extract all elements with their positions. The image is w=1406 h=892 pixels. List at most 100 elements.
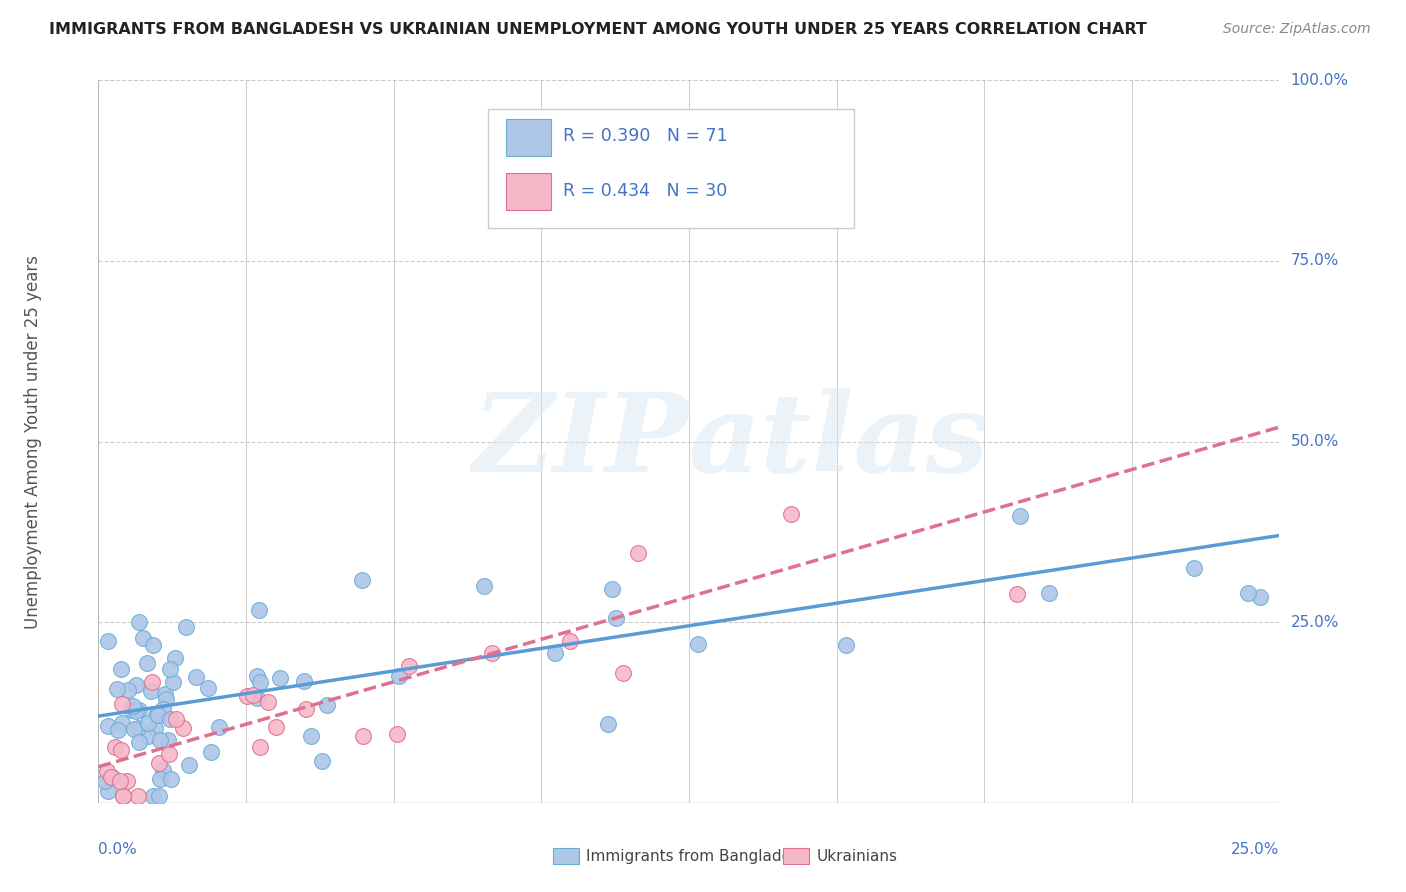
Point [148, 789, 170, 803]
Point [101, 770, 124, 784]
Point [100, 770, 122, 784]
Point [472, 579, 495, 593]
Point [162, 674, 184, 689]
Point [136, 657, 159, 671]
Point [246, 691, 269, 706]
Point [146, 708, 169, 723]
Point [159, 712, 181, 726]
FancyBboxPatch shape [506, 173, 551, 211]
FancyBboxPatch shape [783, 848, 810, 864]
Point [1007, 587, 1029, 601]
Point [112, 789, 135, 803]
Point [156, 733, 179, 747]
Text: Source: ZipAtlas.com: Source: ZipAtlas.com [1223, 22, 1371, 37]
Point [149, 772, 172, 786]
Point [165, 651, 187, 665]
Point [236, 689, 259, 703]
Point [125, 677, 148, 691]
Point [177, 758, 200, 772]
Point [350, 573, 373, 587]
Point [779, 508, 801, 522]
Point [96, 764, 118, 779]
Point [152, 763, 174, 777]
Point [97, 634, 120, 648]
Point [155, 692, 177, 706]
Text: 100.0%: 100.0% [1291, 73, 1348, 87]
Point [398, 659, 420, 673]
Text: Unemployment Among Youth under 25 years: Unemployment Among Youth under 25 years [24, 254, 42, 629]
Point [142, 638, 165, 652]
Point [186, 670, 208, 684]
Text: 25.0%: 25.0% [1232, 842, 1279, 856]
Point [122, 698, 145, 713]
Point [153, 688, 176, 702]
Text: R = 0.434   N = 30: R = 0.434 N = 30 [562, 182, 727, 200]
Text: 25.0%: 25.0% [1291, 615, 1339, 630]
Point [121, 703, 143, 717]
FancyBboxPatch shape [488, 109, 855, 228]
Point [165, 713, 187, 727]
Point [269, 672, 291, 686]
Point [246, 669, 269, 683]
Point [110, 662, 132, 676]
Point [627, 546, 650, 560]
Point [117, 682, 139, 697]
Point [352, 729, 374, 743]
Point [292, 674, 315, 689]
Point [127, 789, 149, 803]
Point [315, 698, 337, 713]
Point [111, 698, 134, 712]
Point [152, 701, 174, 715]
Point [128, 615, 150, 629]
Point [544, 646, 567, 660]
Point [104, 740, 127, 755]
FancyBboxPatch shape [553, 848, 579, 864]
Point [257, 695, 280, 709]
Point [1008, 508, 1031, 523]
Point [1182, 561, 1205, 575]
Point [242, 688, 264, 702]
Text: atlas: atlas [689, 388, 990, 495]
Point [311, 755, 333, 769]
Point [141, 675, 163, 690]
Point [128, 703, 150, 717]
Point [686, 637, 709, 651]
Point [143, 721, 166, 735]
Point [110, 743, 132, 757]
Point [145, 708, 167, 723]
Point [149, 732, 172, 747]
Point [835, 638, 858, 652]
Text: 75.0%: 75.0% [1291, 253, 1339, 268]
Point [128, 735, 150, 749]
Point [299, 729, 322, 743]
Point [125, 704, 148, 718]
Text: IMMIGRANTS FROM BANGLADESH VS UKRAINIAN UNEMPLOYMENT AMONG YOUTH UNDER 25 YEARS : IMMIGRANTS FROM BANGLADESH VS UKRAINIAN … [49, 22, 1147, 37]
Point [208, 720, 231, 734]
Text: Ukrainians: Ukrainians [817, 849, 897, 863]
Point [94, 774, 117, 789]
Point [148, 756, 170, 771]
Point [600, 582, 623, 596]
Point [172, 721, 194, 735]
Point [108, 774, 131, 789]
Text: Immigrants from Bangladesh: Immigrants from Bangladesh [586, 849, 808, 863]
Point [200, 745, 222, 759]
Point [122, 722, 145, 736]
Point [481, 646, 503, 660]
Point [1249, 591, 1271, 605]
Text: 0.0%: 0.0% [98, 842, 138, 856]
Point [1038, 586, 1060, 600]
Text: R = 0.390   N = 71: R = 0.390 N = 71 [562, 127, 727, 145]
Point [136, 729, 159, 743]
Point [96, 719, 118, 733]
Point [249, 739, 271, 754]
Point [264, 720, 287, 734]
Point [142, 789, 165, 803]
Point [97, 784, 120, 798]
Point [112, 789, 135, 803]
Text: ZIP: ZIP [472, 388, 689, 495]
Point [605, 611, 627, 625]
Point [612, 665, 634, 680]
Point [127, 721, 149, 735]
Point [139, 683, 162, 698]
